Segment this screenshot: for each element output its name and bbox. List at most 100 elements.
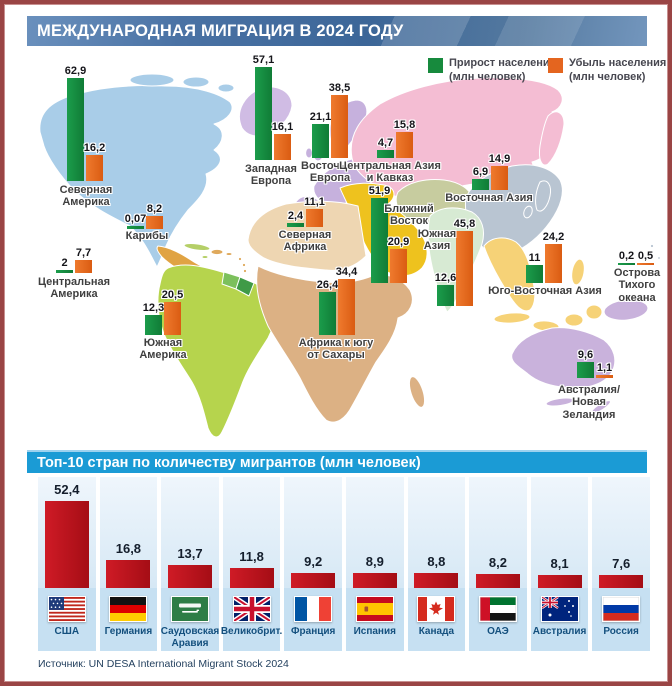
flag-spain-icon <box>355 596 394 622</box>
loss-value-label: 20,9 <box>387 235 410 248</box>
map-hispaniola <box>210 248 224 256</box>
region-label: Северная Африка <box>278 229 332 254</box>
region-bars: 6,9 14,9 <box>472 153 510 190</box>
region-bars: 0,2 0,5 <box>618 250 654 265</box>
population-loss-bar: 45,8 <box>454 218 475 306</box>
map-north-africa <box>247 200 367 271</box>
country-name: США <box>54 626 80 637</box>
region-bars: 11 24,2 <box>526 231 564 283</box>
top10-column: 9,2 Франция <box>284 477 342 651</box>
region-label: Восточная Европа <box>301 160 359 185</box>
migrant-count-value: 52,4 <box>54 482 80 498</box>
migrant-count-value: 8,9 <box>365 554 384 570</box>
title-bar: МЕЖДУНАРОДНАЯ МИГРАЦИЯ В 2024 ГОДУ <box>27 16 647 46</box>
flag-band: Франция <box>284 588 342 651</box>
region-bars: 51,9 20,9 <box>369 185 410 283</box>
map-cuba <box>183 243 211 251</box>
column-stripe: 13,7 <box>161 477 219 588</box>
population-gain-bar: 11 <box>526 252 543 283</box>
country-name: Канада <box>418 626 455 637</box>
migrant-count-bar <box>537 574 582 588</box>
legend-gain-text: Прирост населения (млн человек) <box>449 57 556 85</box>
top10-column: 13,7 Саудовская Аравия <box>161 477 219 651</box>
legend-loss-sub: (млн человек) <box>569 70 646 83</box>
population-gain-bar: 0,07 <box>125 213 146 229</box>
map-jamaica <box>201 255 209 259</box>
top10-column: 7,6 Россия <box>592 477 650 651</box>
gain-value-label: 6,9 <box>472 165 489 178</box>
region-label: Южная Азия <box>417 228 457 253</box>
map-pacific-island <box>649 243 655 249</box>
loss-value-label: 24,2 <box>542 230 565 243</box>
population-gain-bar: 12,3 <box>143 302 164 335</box>
map-arctic-island <box>217 83 235 93</box>
column-stripe: 11,8 <box>222 477 281 588</box>
region-label: Восточная Азия <box>445 192 533 204</box>
map-indonesia <box>564 313 584 327</box>
top10-title: Топ-10 стран по количеству мигрантов (мл… <box>37 454 421 471</box>
column-stripe: 9,2 <box>284 477 342 588</box>
gain-value-label: 57,1 <box>252 53 275 66</box>
gain-value-label: 4,7 <box>377 137 394 150</box>
population-loss-bar: 14,9 <box>489 153 510 190</box>
region-label: Африка к югу от Сахары <box>298 337 374 362</box>
region-label: Западная Европа <box>245 163 297 188</box>
country-name: Великобрит. <box>220 626 283 637</box>
country-name: Германия <box>104 626 153 637</box>
region-label: Карибы <box>125 230 169 242</box>
loss-value-label: 11,1 <box>304 195 325 208</box>
flag-saudi-arabia-icon <box>170 596 209 622</box>
map-arctic-island <box>129 73 175 87</box>
loss-value-label: 0,5 <box>637 249 654 262</box>
column-stripe: 52,4 <box>38 477 96 588</box>
migrant-count-bar <box>106 560 151 588</box>
top10-column: 8,1 Австралия <box>530 477 589 651</box>
loss-value-label: 15,8 <box>393 119 416 132</box>
country-name: ОАЭ <box>487 626 509 637</box>
migrant-count-bar <box>291 572 336 588</box>
migrant-count-value: 8,2 <box>488 555 507 571</box>
loss-value-label: 20,5 <box>161 288 184 301</box>
flag-band: ОАЭ <box>469 588 527 651</box>
map-puerto-rico <box>225 252 233 256</box>
top10-column: 52,4 США <box>38 477 96 651</box>
column-stripe: 16,8 <box>99 477 158 588</box>
region-label: Юго-Восточная Азия <box>488 285 602 297</box>
migrant-count-value: 11,8 <box>239 549 264 565</box>
gain-value-label: 21,1 <box>309 110 332 123</box>
flag-france-icon <box>294 596 333 622</box>
population-gain-bar: 26,4 <box>317 279 338 335</box>
flag-uae-icon <box>478 596 517 622</box>
migrant-count-value: 13,7 <box>177 546 203 562</box>
map-north-america <box>39 85 233 268</box>
legend-gain: Прирост населения (млн человек) <box>428 57 556 85</box>
gain-value-label: 9,6 <box>577 349 594 362</box>
flag-band: Великобрит. <box>220 588 283 651</box>
migrant-count-value: 16,8 <box>115 541 142 557</box>
country-name: Россия <box>603 626 639 637</box>
population-loss-bar: 16,2 <box>84 142 105 181</box>
flag-russia-icon <box>602 596 641 622</box>
region-bars: 0,07 8,2 <box>125 203 163 229</box>
migrant-count-bar <box>229 568 274 588</box>
population-loss-bar: 1,1 <box>596 362 613 378</box>
top10-column: 16,8 Германия <box>99 477 158 651</box>
loss-value-label: 16,1 <box>271 120 294 133</box>
region-bars: 62,9 16,2 <box>65 65 105 181</box>
column-stripe: 8,9 <box>345 477 404 588</box>
gain-value-label: 11 <box>528 252 541 265</box>
gain-value-label: 0,2 <box>618 249 635 262</box>
population-gain-bar: 2,4 <box>287 210 304 227</box>
flag-band: Германия <box>99 588 158 651</box>
map-antilles <box>237 256 243 262</box>
migrant-count-bar <box>599 575 644 588</box>
region-bars: 12,6 45,8 <box>435 218 475 306</box>
legend-loss-label: Убыль населения <box>569 57 667 69</box>
map-tasmania <box>545 397 575 407</box>
column-stripe: 7,6 <box>592 477 650 588</box>
region-bars: 2,4 11,1 <box>287 196 325 227</box>
region-bars: 4,7 15,8 <box>377 119 415 158</box>
region-bars: 57,1 16,1 <box>253 54 294 160</box>
legend-gain-sub: (млн человек) <box>449 70 526 83</box>
